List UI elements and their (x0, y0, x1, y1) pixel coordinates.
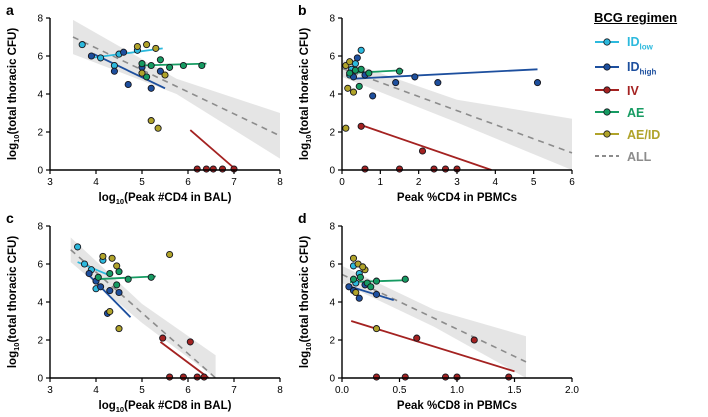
svg-text:4: 4 (329, 90, 335, 101)
svg-text:1.5: 1.5 (508, 385, 522, 396)
ae-marker-icon (594, 106, 620, 120)
panel-label-c: c (6, 210, 14, 226)
svg-text:0: 0 (37, 166, 43, 177)
svg-text:8: 8 (329, 222, 335, 233)
svg-text:log10(total thoracic CFU): log10(total thoracic CFU) (7, 236, 21, 368)
svg-text:4: 4 (37, 298, 43, 309)
scatter-plot-cd4-bal: 3 4 5 6 7 8 0 2 4 6 8 log10(Peak #CD4 in BAL) log10(… (7, 14, 283, 207)
id-low-marker-icon (594, 36, 620, 50)
svg-text:6: 6 (37, 52, 43, 63)
svg-text:0: 0 (329, 374, 335, 385)
legend-label-id-high: IDhigh (627, 59, 657, 77)
svg-text:6: 6 (185, 385, 191, 396)
svg-text:5: 5 (531, 177, 537, 188)
legend-item-id-low: IDlow (594, 35, 706, 52)
scatter-plot-cd8-pbmc: 0.0 0.5 1.0 1.5 2.0 0 2 4 6 8 Peak %CD8 in PBMCs lo… (299, 222, 579, 413)
svg-text:5: 5 (139, 385, 145, 396)
svg-text:Peak %CD8 in PBMCs: Peak %CD8 in PBMCs (397, 400, 517, 412)
svg-text:6: 6 (185, 177, 191, 188)
legend-item-all: ALL (594, 150, 706, 164)
svg-text:2: 2 (416, 177, 422, 188)
legend-items: IDlow IDhigh IV AE AE/ID ALL (594, 35, 706, 164)
legend-item-ae-id: AE/ID (594, 128, 706, 142)
iv-marker-icon (594, 84, 620, 98)
legend-label-iv: IV (627, 84, 639, 98)
svg-text:2: 2 (37, 336, 43, 347)
svg-text:Peak %CD4 in PBMCs: Peak %CD4 in PBMCs (397, 192, 517, 204)
svg-text:1.0: 1.0 (450, 385, 464, 396)
svg-text:2: 2 (329, 128, 335, 139)
svg-text:3: 3 (47, 385, 53, 396)
svg-text:7: 7 (231, 385, 237, 396)
svg-text:0: 0 (37, 374, 43, 385)
svg-text:0.0: 0.0 (335, 385, 349, 396)
svg-text:0: 0 (339, 177, 345, 188)
ae-id-marker-icon (594, 128, 620, 142)
svg-text:log10(total thoracic CFU): log10(total thoracic CFU) (7, 28, 21, 160)
scatter-plot-cd8-bal: 3 4 5 6 7 8 0 2 4 6 8 log10(Peak #CD8 in BAL) log10(… (7, 222, 283, 415)
legend-bcg-regimen: BCG regimen IDlow IDhigh IV AE AE/ID ALL (594, 10, 706, 172)
legend-label-all: ALL (627, 150, 652, 164)
svg-text:6: 6 (329, 52, 335, 63)
all-marker-icon (594, 150, 620, 164)
legend-label-ae-id: AE/ID (627, 128, 661, 142)
svg-text:0: 0 (329, 166, 335, 177)
legend-item-id-high: IDhigh (594, 59, 706, 77)
svg-text:4: 4 (93, 177, 99, 188)
id-high-marker-icon (594, 61, 620, 75)
legend-label-ae: AE (627, 106, 645, 120)
svg-text:4: 4 (37, 90, 43, 101)
svg-text:8: 8 (37, 222, 43, 233)
svg-text:1: 1 (378, 177, 384, 188)
svg-text:8: 8 (37, 14, 43, 25)
legend-label-id-low: IDlow (627, 35, 653, 52)
svg-text:2.0: 2.0 (565, 385, 579, 396)
svg-text:4: 4 (329, 298, 335, 309)
panel-label-a: a (6, 2, 14, 18)
svg-text:log10(total thoracic CFU): log10(total thoracic CFU) (299, 28, 313, 160)
svg-text:6: 6 (329, 260, 335, 271)
svg-text:log10(Peak #CD4 in BAL): log10(Peak #CD4 in BAL) (99, 192, 232, 206)
svg-text:log10(total thoracic CFU): log10(total thoracic CFU) (299, 236, 313, 368)
panel-label-d: d (298, 210, 307, 226)
svg-text:8: 8 (329, 14, 335, 25)
svg-text:log10(Peak #CD8 in BAL): log10(Peak #CD8 in BAL) (99, 400, 232, 414)
svg-text:5: 5 (139, 177, 145, 188)
svg-text:6: 6 (569, 177, 575, 188)
svg-text:0.5: 0.5 (393, 385, 407, 396)
svg-text:8: 8 (277, 385, 283, 396)
scatter-plot-cd4-pbmc: 0 1 2 3 4 5 6 0 2 4 6 8 Peak %CD4 in PBMCs log10(tota… (299, 14, 575, 205)
svg-text:8: 8 (277, 177, 283, 188)
svg-text:2: 2 (37, 128, 43, 139)
svg-text:3: 3 (454, 177, 460, 188)
svg-text:4: 4 (93, 385, 99, 396)
panel-b: b 0 1 2 3 4 5 6 0 2 4 6 8 Peak %CD4 in PBMCs log10(to… (296, 2, 586, 208)
svg-text:3: 3 (47, 177, 53, 188)
svg-text:6: 6 (37, 260, 43, 271)
legend-title: BCG regimen (594, 10, 678, 25)
svg-text:4: 4 (493, 177, 499, 188)
svg-text:2: 2 (329, 336, 335, 347)
panel-a: a 3 4 5 6 7 8 0 2 4 6 8 log10(Peak #CD4 in BAL) log1… (4, 2, 294, 208)
legend-item-iv: IV (594, 84, 706, 98)
panel-d: d 0.0 0.5 1.0 1.5 2.0 0 2 4 6 8 Peak %CD8 in PBMCs… (296, 210, 586, 416)
svg-text:7: 7 (231, 177, 237, 188)
legend-item-ae: AE (594, 106, 706, 120)
panel-c: c 3 4 5 6 7 8 0 2 4 6 8 log10(Peak #CD8 in BAL) log1… (4, 210, 294, 416)
panel-label-b: b (298, 2, 307, 18)
